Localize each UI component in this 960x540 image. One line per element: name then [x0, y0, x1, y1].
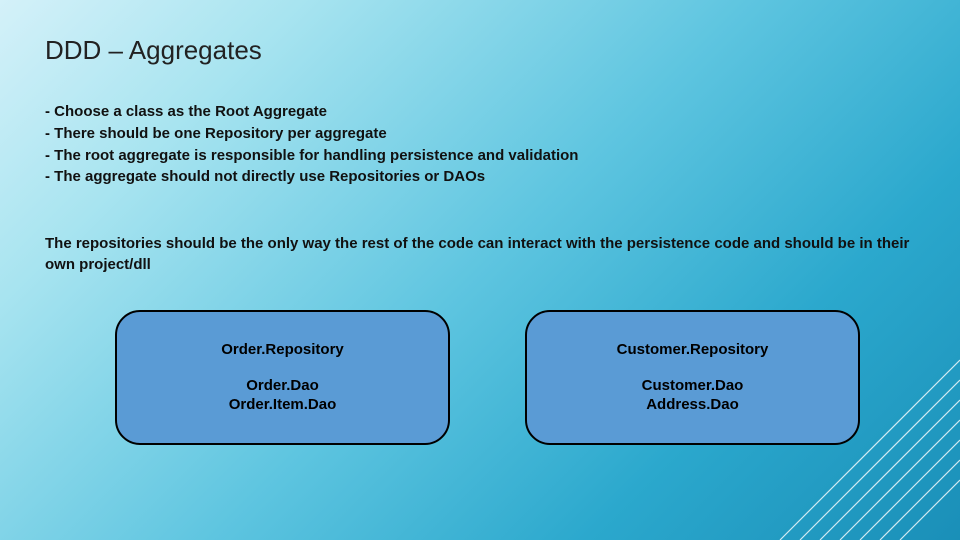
bullet-list: - Choose a class as the Root Aggregate -…: [45, 101, 915, 188]
description-text: The repositories should be the only way …: [45, 233, 915, 275]
bullet-item: - Choose a class as the Root Aggregate: [45, 101, 915, 123]
slide-title: DDD – Aggregates: [45, 35, 915, 66]
bullet-item: - The root aggregate is responsible for …: [45, 145, 915, 167]
bullet-item: - There should be one Repository per agg…: [45, 123, 915, 145]
bullet-item: - The aggregate should not directly use …: [45, 166, 915, 188]
box-item: Address.Dao: [642, 395, 744, 415]
repository-box-customer: Customer.Repository Customer.Dao Address…: [525, 310, 860, 445]
box-item: Customer.Dao: [642, 376, 744, 396]
slide: DDD – Aggregates - Choose a class as the…: [0, 0, 960, 540]
repository-box-order: Order.Repository Order.Dao Order.Item.Da…: [115, 310, 450, 445]
box-container: Order.Repository Order.Dao Order.Item.Da…: [45, 310, 915, 445]
box-items: Order.Dao Order.Item.Dao: [229, 376, 337, 415]
box-title: Customer.Repository: [617, 341, 769, 358]
box-title: Order.Repository: [221, 341, 344, 358]
box-item: Order.Item.Dao: [229, 395, 337, 415]
box-item: Order.Dao: [229, 376, 337, 396]
box-items: Customer.Dao Address.Dao: [642, 376, 744, 415]
